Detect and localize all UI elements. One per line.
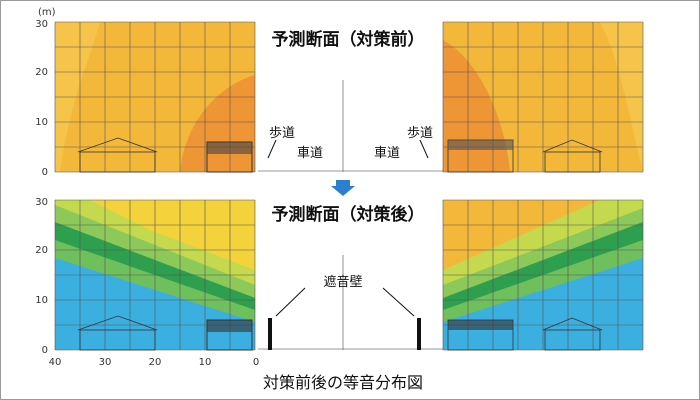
label-wall: 遮音壁 <box>323 274 362 290</box>
pointer-lines <box>267 139 429 317</box>
section-title: 予測断面（対策後） <box>272 204 425 225</box>
x-tick-label: 30 <box>99 357 112 368</box>
y-tick-label: 0 <box>42 345 48 356</box>
y-tick-label: 0 <box>42 167 48 178</box>
x-tick-label: 20 <box>149 357 162 368</box>
unit-label: (m) <box>38 7 56 18</box>
section-title: 予測断面（対策前） <box>272 29 425 50</box>
y-tick-label: 30 <box>35 197 48 208</box>
y-tick-label: 10 <box>35 295 48 306</box>
x-tick-label: 40 <box>49 357 62 368</box>
label-roadway: 車道 <box>297 146 323 161</box>
label-roadway: 車道 <box>374 146 400 161</box>
y-tick-label: 20 <box>35 67 48 78</box>
x-tick-label: 0 <box>253 357 259 368</box>
grid <box>54 21 644 351</box>
road <box>258 80 443 350</box>
label-sidewalk: 歩道 <box>407 126 433 141</box>
caption: 対策前後の等音分布図 <box>263 373 423 392</box>
noise-wall <box>417 318 421 350</box>
y-tick-label: 10 <box>35 117 48 128</box>
arrow <box>331 180 355 196</box>
noise-wall <box>268 318 272 350</box>
y-tick-label: 30 <box>35 19 48 30</box>
label-sidewalk: 歩道 <box>269 126 295 141</box>
houses <box>77 137 603 351</box>
x-tick-label: 10 <box>199 357 212 368</box>
y-tick-label: 20 <box>35 245 48 256</box>
